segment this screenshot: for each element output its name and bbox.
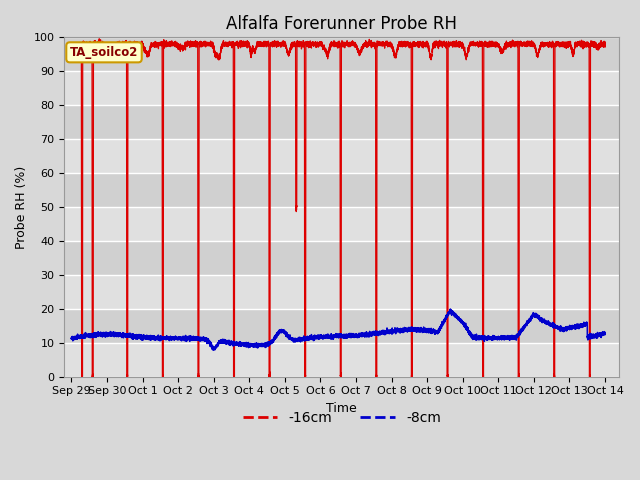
Bar (64, 343, 620, 377)
Bar (64, 241, 620, 275)
Bar (64, 37, 620, 71)
Bar (64, 139, 620, 173)
Title: Alfalfa Forerunner Probe RH: Alfalfa Forerunner Probe RH (227, 15, 457, 33)
Y-axis label: Probe RH (%): Probe RH (%) (15, 165, 28, 249)
Legend: -16cm, -8cm: -16cm, -8cm (237, 406, 446, 431)
Bar (64, 173, 620, 207)
Bar (64, 275, 620, 309)
Bar (64, 71, 620, 105)
Text: TA_soilco2: TA_soilco2 (70, 46, 138, 59)
Bar (64, 309, 620, 343)
Bar (64, 105, 620, 139)
Bar (64, 207, 620, 241)
X-axis label: Time: Time (326, 402, 357, 415)
